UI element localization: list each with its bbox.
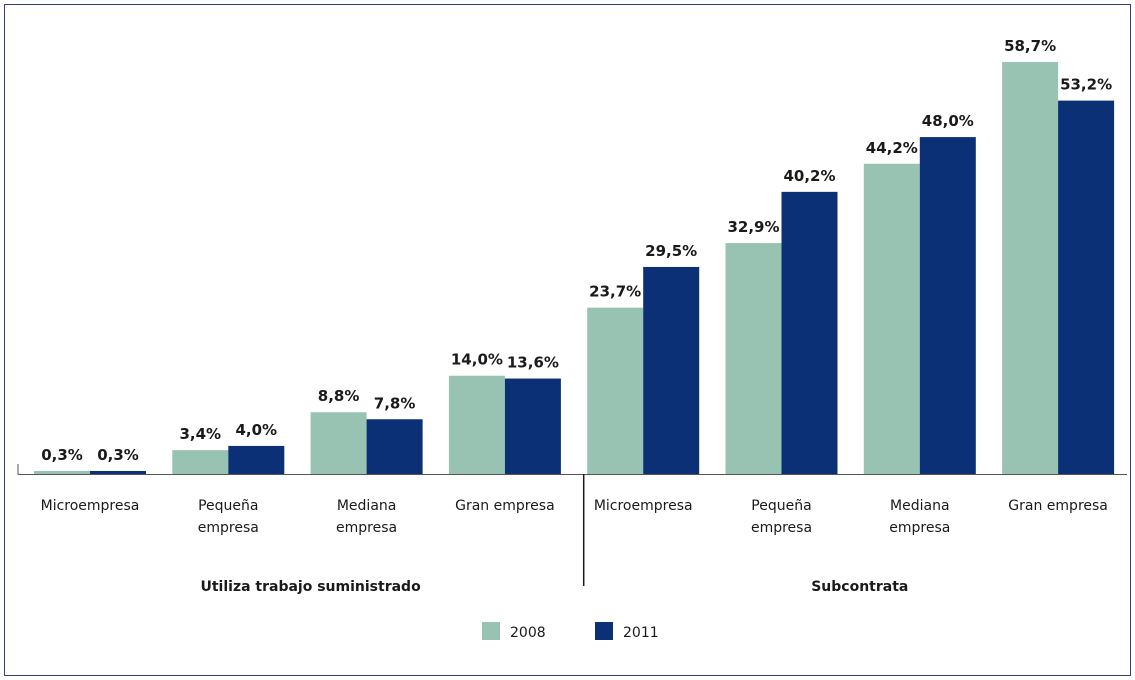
data-label: 58,7% [1004,37,1056,55]
data-label: 13,6% [507,354,559,372]
x-tick-label: Gran empresa [455,498,555,514]
data-label: 44,2% [866,139,918,157]
bar-2008 [172,450,229,474]
x-tick-label: Gran empresa [1008,498,1108,514]
x-tick-label: Pequeña [751,498,811,514]
data-label: 4,0% [235,421,277,439]
bar-2011 [1058,100,1115,475]
x-tick-label: Pequeña [198,498,258,514]
bar-2008 [1002,62,1059,474]
data-label: 29,5% [645,242,697,260]
data-label: 7,8% [374,394,416,412]
x-tick-label: empresa [751,520,812,536]
x-tick-label: empresa [198,520,259,536]
bar-2011 [504,378,561,474]
bar-2011 [366,419,423,474]
bar-2008 [310,412,367,474]
data-label: 8,8% [318,387,360,405]
chart-frame [4,4,1131,676]
data-label: 40,2% [783,167,835,185]
data-label: 53,2% [1060,76,1112,94]
legend-label-2011: 2011 [623,625,659,641]
bar-2008 [725,243,782,474]
bar-2011 [919,137,976,474]
data-label: 23,7% [589,283,641,301]
x-tick-label: empresa [336,520,397,536]
data-label: 14,0% [451,351,503,369]
data-label: 0,3% [41,446,83,464]
bar-2008 [448,375,505,474]
x-tick-label: Mediana [337,498,397,514]
data-label: 3,4% [179,425,221,443]
bar-2011 [228,445,285,474]
legend-swatch-2008 [482,622,500,640]
group-label: Subcontrata [811,579,908,595]
x-tick-label: empresa [889,520,950,536]
bar-2011 [781,191,838,474]
bar-2008 [863,163,920,474]
x-tick-label: Mediana [890,498,950,514]
bar-2011 [90,471,146,474]
data-label: 0,3% [97,446,139,464]
legend-swatch-2011 [595,622,613,640]
bar-2008 [587,307,644,474]
x-tick-label: Microempresa [594,498,693,514]
data-label: 48,0% [922,112,974,130]
bar-2011 [643,266,700,474]
group-label: Utiliza trabajo suministrado [200,579,421,595]
bar-2008 [34,471,90,474]
legend-label-2008: 2008 [510,625,546,641]
data-label: 32,9% [727,218,779,236]
x-tick-label: Microempresa [41,498,140,514]
